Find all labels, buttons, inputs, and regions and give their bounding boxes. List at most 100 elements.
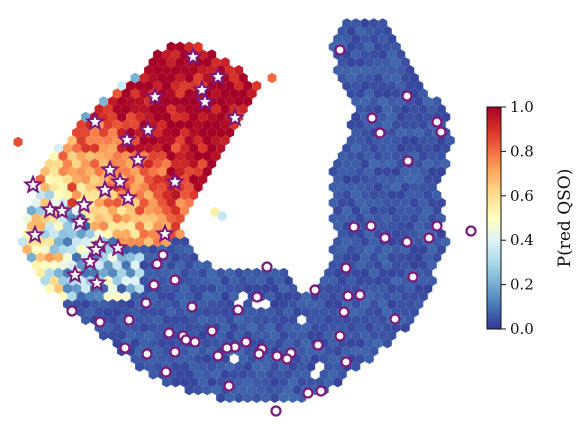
hex-cell xyxy=(58,166,68,177)
hex-cell xyxy=(364,353,374,364)
blue-qso-circle-marker xyxy=(365,220,377,232)
hex-cell xyxy=(31,260,41,271)
hex-cell xyxy=(382,338,392,349)
hex-cell xyxy=(373,104,383,115)
hex-cell xyxy=(391,57,401,68)
hex-cell xyxy=(72,189,82,201)
hex-cell xyxy=(225,314,235,325)
red-qso-star-marker xyxy=(109,171,131,191)
hex-cell xyxy=(117,80,127,91)
blue-qso-circle-marker xyxy=(334,44,346,56)
hex-cell xyxy=(283,338,293,349)
hex-cell xyxy=(436,244,446,255)
hex-cell xyxy=(135,314,145,325)
hex-cell xyxy=(198,377,208,388)
hex-cell xyxy=(229,72,239,84)
hex-cell xyxy=(396,127,406,138)
hex-cell xyxy=(274,275,284,286)
hex-cell xyxy=(238,353,248,364)
hex-cell xyxy=(409,244,419,255)
hex-cell xyxy=(108,96,118,107)
hex-cell xyxy=(76,244,86,255)
hex-cell xyxy=(220,88,230,99)
hex-cell xyxy=(67,150,77,162)
hex-cell xyxy=(346,306,356,318)
colorbar-label: P(red QSO) xyxy=(555,169,575,268)
hex-cell xyxy=(391,244,401,255)
hex-cell xyxy=(378,33,388,45)
hex-cell xyxy=(283,306,293,318)
hex-cell xyxy=(202,306,212,318)
hex-cell xyxy=(346,322,356,333)
hex-cell xyxy=(342,80,352,91)
hex-cell xyxy=(337,213,347,224)
hex-cell xyxy=(405,205,415,216)
hex-cell xyxy=(157,213,167,224)
hex-cell xyxy=(157,135,167,146)
hex-cell xyxy=(252,330,262,341)
hex-cell xyxy=(216,143,226,154)
hex-cell xyxy=(211,306,221,318)
hex-cell xyxy=(76,228,86,240)
hex-cell xyxy=(279,283,289,294)
hex-cell xyxy=(423,143,433,154)
red-qso-star-marker xyxy=(84,111,106,131)
hex-cell xyxy=(414,127,424,138)
colorbar-fill xyxy=(486,106,502,330)
hex-cell xyxy=(243,361,253,372)
hex-cell xyxy=(130,244,140,255)
hex-cell xyxy=(139,166,149,177)
hex-cell xyxy=(337,275,347,286)
hex-cell xyxy=(130,104,140,115)
hex-cell xyxy=(292,306,302,318)
hex-cell xyxy=(180,283,190,294)
hex-cell xyxy=(238,369,248,380)
hex-cell xyxy=(387,127,397,138)
hex-cell xyxy=(184,260,194,271)
hex-cell xyxy=(139,135,149,146)
hex-cell xyxy=(310,353,320,364)
hex-cell xyxy=(351,80,361,91)
hex-cell xyxy=(135,143,145,154)
hex-cell xyxy=(184,369,194,380)
hex-cell xyxy=(220,135,230,146)
hex-cell xyxy=(45,267,54,279)
hex-cell xyxy=(171,361,181,372)
hex-cell xyxy=(49,260,59,271)
hex-cell xyxy=(220,275,230,286)
hex-cell xyxy=(405,189,415,201)
hex-cell xyxy=(360,236,370,247)
hex-cell xyxy=(333,33,343,45)
hex-cell xyxy=(409,182,419,193)
hex-cell xyxy=(130,275,140,286)
hex-cell xyxy=(355,338,365,349)
hex-cell xyxy=(283,384,293,396)
hex-cell xyxy=(324,377,334,388)
hex-cell xyxy=(193,384,203,396)
hex-cell xyxy=(135,361,145,372)
hex-cell xyxy=(351,33,361,45)
hex-cell xyxy=(364,41,374,52)
hex-cell xyxy=(355,353,365,364)
hex-cell xyxy=(432,143,442,154)
hex-cell xyxy=(103,260,113,271)
blue-qso-circle-marker xyxy=(374,127,386,139)
hex-cell xyxy=(342,65,352,76)
hex-cell xyxy=(153,221,163,232)
hex-cell xyxy=(364,197,374,208)
hex-cell xyxy=(427,135,437,146)
hex-cell xyxy=(328,275,338,286)
hex-cell xyxy=(373,26,383,37)
hex-cell xyxy=(103,291,113,302)
hex-cell xyxy=(130,322,140,333)
hex-cell xyxy=(382,150,392,162)
hex-cell xyxy=(184,244,194,255)
hex-cell xyxy=(76,166,86,177)
hex-cell xyxy=(45,189,54,201)
hex-cell xyxy=(94,197,104,208)
hex-cell xyxy=(117,314,127,325)
hex-cell xyxy=(189,127,199,138)
blue-qso-circle-marker xyxy=(180,334,192,346)
hex-cell xyxy=(148,197,158,208)
hex-cell xyxy=(148,166,158,177)
